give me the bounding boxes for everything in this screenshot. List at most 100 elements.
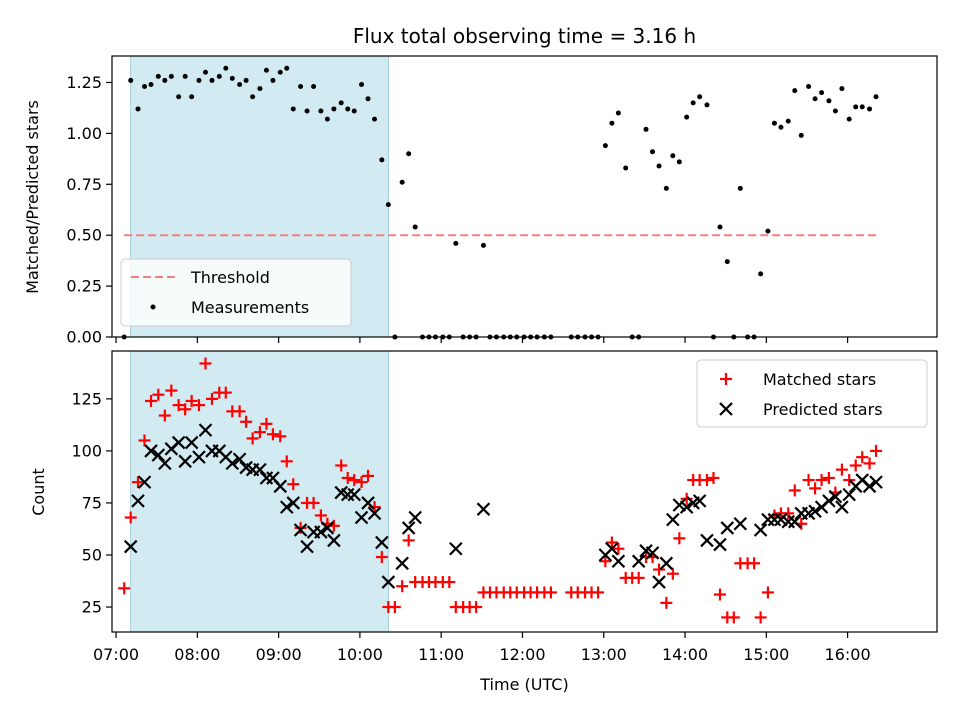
legend-predicted-label: Predicted stars [763, 400, 883, 419]
matched-star-point [179, 403, 192, 416]
predicted-star-point [137, 475, 152, 489]
predicted-star-point [232, 452, 247, 467]
measurement-point [202, 69, 208, 75]
predicted-star-point [476, 502, 491, 516]
matched-star-point [341, 471, 354, 484]
measurement-point [298, 84, 304, 90]
matched-star-point [348, 474, 361, 487]
measurement-point [798, 132, 804, 138]
measurement-point [758, 271, 764, 277]
measurement-point [338, 100, 344, 106]
matched-star-point [388, 601, 401, 614]
predicted-star-point [354, 510, 369, 525]
matched-star-point [396, 580, 409, 593]
predicted-star-point [869, 475, 883, 489]
measurement-point [839, 86, 845, 92]
measurement-point [785, 118, 791, 124]
matched-star-point [307, 496, 320, 509]
matched-star-point [274, 430, 287, 443]
matched-star-point [605, 536, 618, 549]
predicted-star-point [293, 523, 308, 537]
matched-star-point [809, 482, 822, 495]
predicted-star-point [753, 523, 768, 537]
predicted-star-point [347, 487, 361, 502]
predicted-star-point [225, 456, 240, 471]
y-tick-label: 0.50 [66, 226, 102, 245]
predicted-star-point [361, 496, 375, 510]
matched-star-point [870, 444, 883, 457]
bottom-y-axis-label: Count [29, 468, 48, 516]
matched-star-point [287, 478, 300, 491]
x-tick-label: 15:00 [743, 645, 789, 664]
predicted-star-point [131, 494, 145, 508]
matched-star-point [470, 601, 483, 614]
matched-star-point [802, 474, 815, 487]
measurement-point [412, 224, 418, 230]
predicted-star-point [828, 489, 843, 504]
measurement-point [656, 163, 662, 169]
bottom-x-axis-label: Time (UTC) [479, 675, 568, 694]
y-tick-label: 1.00 [66, 124, 102, 143]
matched-star-point [443, 576, 456, 589]
predicted-star-point [273, 479, 288, 494]
matched-star-point [599, 555, 612, 568]
predicted-star-point [198, 423, 213, 437]
measurement-point [684, 114, 690, 120]
matched-star-point [673, 532, 686, 545]
y-tick-label: 0.75 [66, 175, 102, 194]
y-tick-label: 125 [71, 389, 102, 408]
legend-threshold-label: Threshold [190, 268, 270, 287]
measurement-point [806, 84, 812, 90]
matched-star-point [138, 434, 151, 447]
matched-star-point [822, 471, 835, 484]
matched-star-point [314, 509, 327, 522]
predicted-star-point [835, 500, 849, 514]
matched-star-point [402, 534, 415, 547]
measurement-point [263, 67, 269, 73]
predicted-star-point [320, 521, 335, 535]
top-chart-title: Flux total observing time = 3.16 h [353, 24, 696, 48]
measurement-point [182, 73, 188, 79]
measurement-point [331, 106, 337, 112]
matched-star-point [362, 469, 375, 482]
measurement-point [690, 100, 696, 106]
measurement-point [345, 106, 351, 112]
matched-star-point [592, 586, 605, 599]
measurement-point [704, 102, 710, 108]
matched-star-point [172, 399, 185, 412]
matched-star-point [815, 474, 828, 487]
measurement-point [324, 116, 330, 122]
measurement-point [270, 77, 276, 83]
measurement-point [676, 159, 682, 165]
y-tick-label: 100 [71, 441, 102, 460]
measurement-point [290, 106, 296, 112]
measurement-point [623, 165, 629, 171]
predicted-star-point [253, 462, 267, 477]
matched-star-point [666, 567, 679, 580]
matched-star-point [280, 455, 293, 468]
predicted-star-point [692, 494, 707, 508]
predicted-star-point [862, 479, 877, 494]
top-y-axis-label: Matched/Predicted stars [23, 100, 42, 294]
measurement-point [189, 94, 195, 100]
measurement-point [670, 153, 676, 159]
matched-star-point [158, 409, 171, 422]
matched-star-point [653, 563, 666, 576]
measurement-point [142, 84, 148, 90]
x-tick-label: 11:00 [418, 645, 464, 664]
y-tick-label: 25 [82, 598, 102, 617]
matched-star-point [835, 463, 848, 476]
matched-star-point [219, 386, 232, 399]
measurement-point [771, 120, 777, 126]
measurement-point [209, 77, 215, 83]
bottom-legend-box [696, 359, 928, 428]
y-tick-label: 50 [82, 545, 102, 564]
matched-star-point [544, 586, 557, 599]
measurement-point [237, 82, 243, 88]
matched-star-point [185, 394, 198, 407]
predicted-star-point [279, 500, 294, 514]
predicted-star-point [395, 556, 409, 571]
measurement-point [480, 242, 486, 248]
measurement-point [717, 224, 723, 230]
matched-star-point [368, 501, 381, 514]
